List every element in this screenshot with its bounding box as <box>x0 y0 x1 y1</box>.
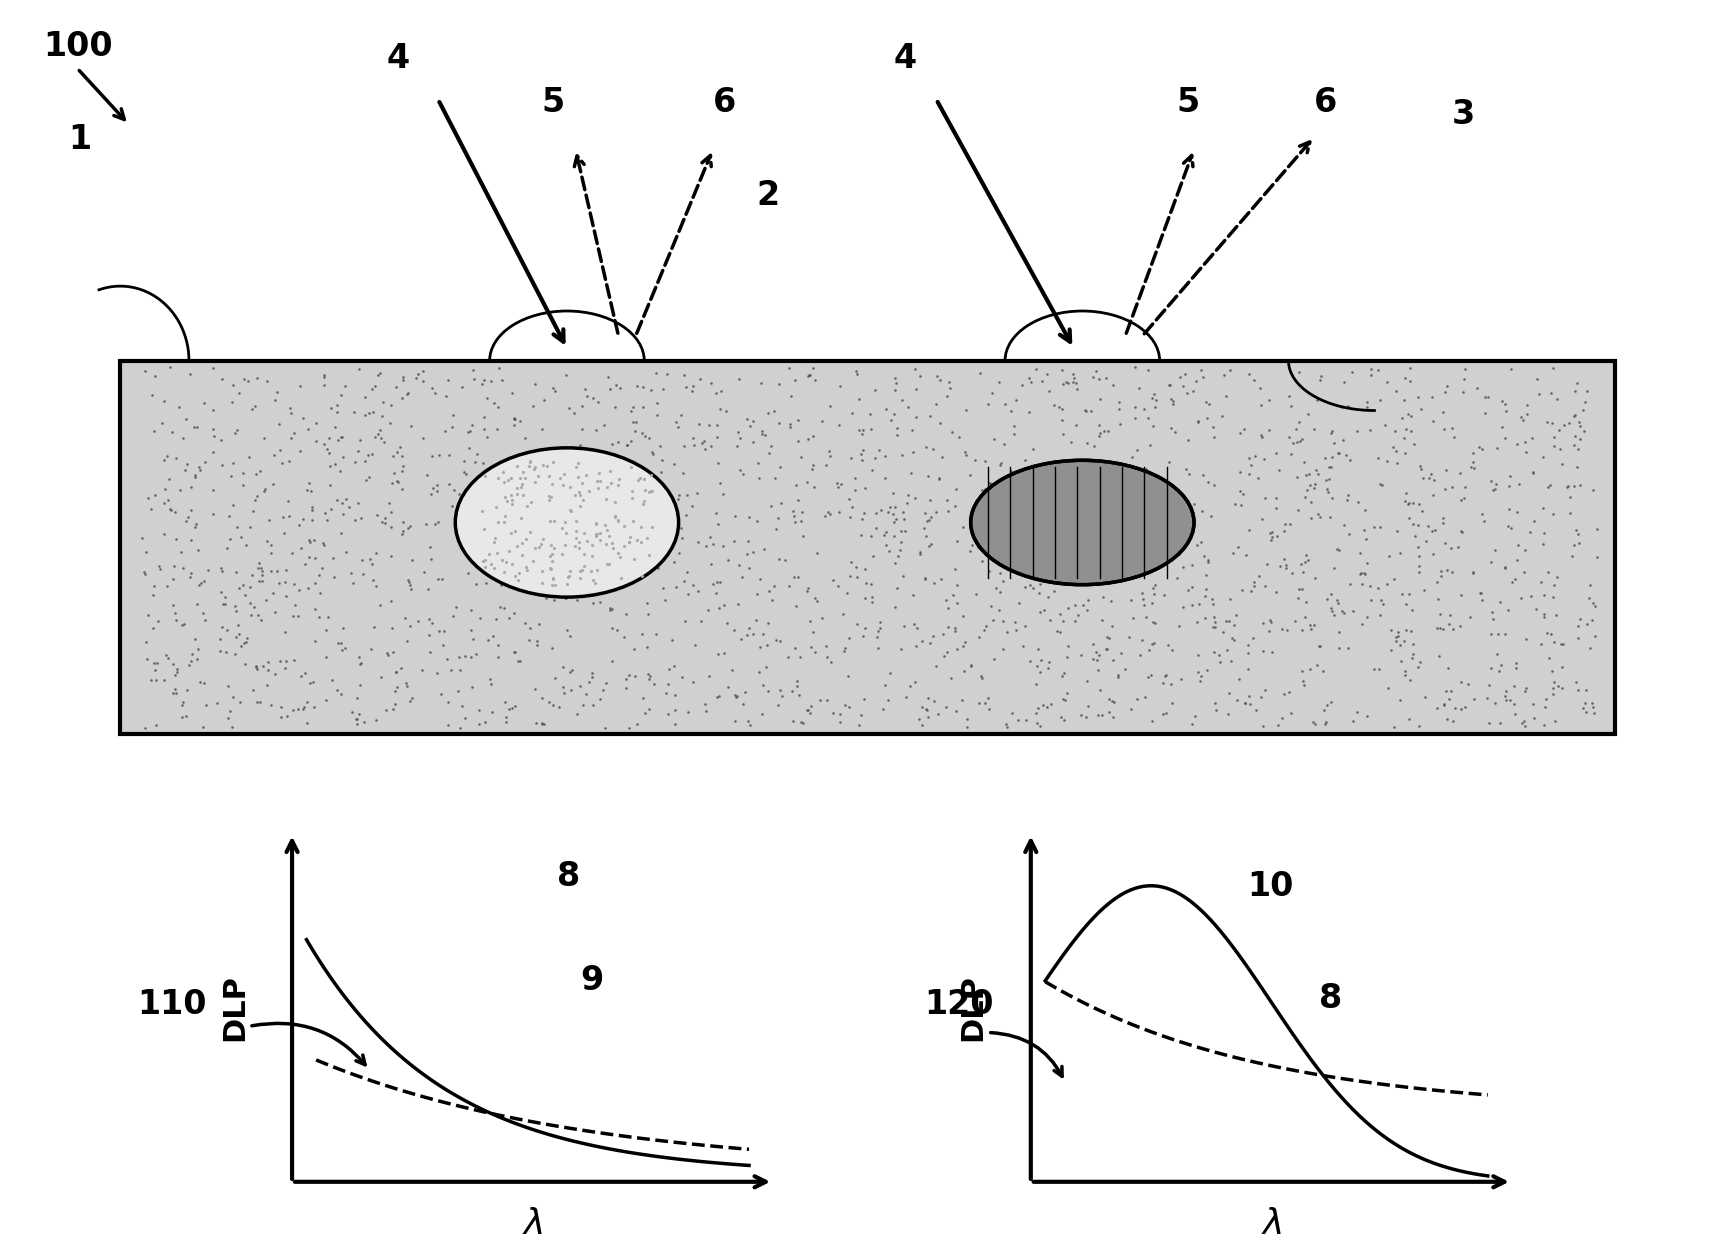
Text: 10: 10 <box>1247 870 1294 903</box>
Text: 110: 110 <box>137 988 206 1021</box>
Text: 6: 6 <box>713 86 737 119</box>
Text: 3: 3 <box>1452 98 1476 132</box>
Text: 120: 120 <box>924 988 993 1021</box>
Text: 5: 5 <box>1177 86 1201 119</box>
Text: 2: 2 <box>756 179 778 213</box>
Ellipse shape <box>455 448 679 597</box>
FancyBboxPatch shape <box>120 361 1615 734</box>
Text: 100: 100 <box>43 30 113 63</box>
Text: 8: 8 <box>557 860 581 893</box>
Text: $\lambda$: $\lambda$ <box>1261 1207 1282 1242</box>
Text: 4: 4 <box>893 42 916 76</box>
Text: DLP: DLP <box>220 974 249 1041</box>
Text: 5: 5 <box>541 86 565 119</box>
Text: 8: 8 <box>1319 982 1343 1015</box>
Text: $\lambda$: $\lambda$ <box>522 1207 543 1242</box>
Text: 4: 4 <box>387 42 409 76</box>
Text: 6: 6 <box>1314 86 1338 119</box>
Text: 9: 9 <box>581 964 605 998</box>
Text: DLP: DLP <box>959 974 988 1041</box>
Text: 1: 1 <box>69 123 91 157</box>
Ellipse shape <box>971 460 1194 585</box>
